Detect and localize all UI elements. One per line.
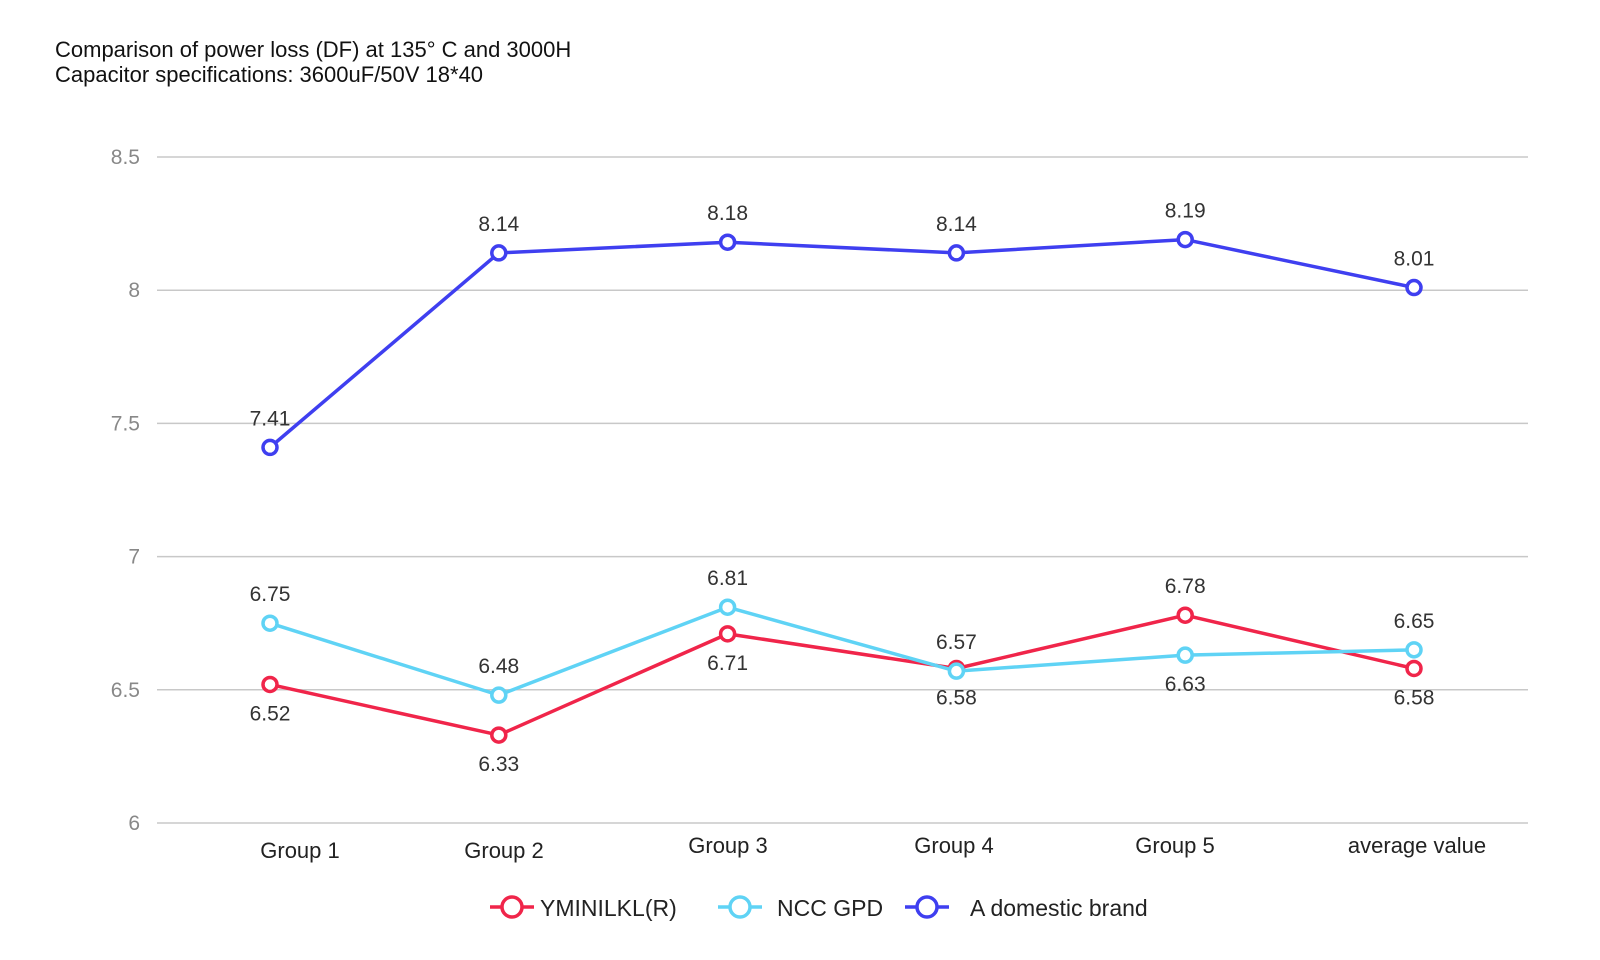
data-label: 6.33 (478, 753, 519, 776)
data-point (261, 675, 279, 694)
series-line (268, 237, 1415, 449)
data-label: 7.41 (250, 407, 291, 430)
data-label: 8.14 (936, 213, 977, 236)
y-tick-label: 6 (128, 812, 140, 835)
x-tick-label: Group 5 (1135, 833, 1215, 858)
data-label: 8.18 (707, 202, 748, 225)
data-labels: 6.52 6.33 6.71 6.58 6.78 6.58 6.75 6.48 6.81 6.57… (250, 200, 1435, 777)
data-label: 6.58 (1394, 686, 1435, 709)
x-tick-label: average value (1348, 833, 1486, 858)
x-tick-label: Group 3 (688, 833, 768, 858)
data-label: 6.75 (250, 583, 291, 606)
legend-marker-icon (500, 895, 524, 919)
legend-label: NCC GPD (777, 895, 883, 921)
legend-marker-icon (728, 895, 752, 919)
x-tick-label: Group 1 (260, 838, 340, 863)
data-label: 6.78 (1165, 575, 1206, 598)
data-label: 6.48 (478, 655, 519, 678)
chart-subtitle: Capacitor specifications: 3600uF/50V 18*… (55, 62, 484, 87)
x-axis: Group 1 Group 2 Group 3 Group 4 Group 5 avera… (260, 833, 1486, 863)
data-point (490, 726, 508, 744)
legend-label: A domestic brand (970, 895, 1148, 921)
x-tick-label: Group 2 (464, 838, 544, 863)
legend: YMINILKL(R) NCC GPD A domestic brand (490, 895, 1148, 921)
data-point (261, 438, 279, 457)
series-line (269, 605, 1415, 697)
data-point (261, 614, 279, 632)
data-label: 6.52 (250, 702, 291, 725)
data-point (718, 598, 737, 616)
series-group (261, 230, 1423, 744)
data-label: 6.58 (936, 686, 977, 709)
y-tick-label: 8.5 (111, 146, 140, 169)
data-label: 6.81 (707, 567, 748, 590)
data-label: 6.57 (936, 631, 977, 654)
x-tick-label: Group 4 (914, 833, 994, 858)
data-point (947, 244, 966, 262)
data-label: 6.63 (1165, 673, 1206, 696)
legend-marker-icon (915, 895, 939, 919)
data-point (1176, 606, 1194, 624)
data-point (490, 244, 508, 262)
y-tick-label: 6.5 (111, 679, 140, 702)
data-point (718, 625, 737, 643)
data-point (1405, 278, 1423, 297)
data-point (490, 686, 508, 704)
y-axis: 6 6.5 7 7.5 8 8.5 (111, 146, 140, 835)
chart-title-line-1: Comparison of power loss (DF) at 135° C … (55, 37, 572, 62)
data-point (1405, 659, 1423, 678)
data-point (1176, 646, 1194, 664)
y-tick-label: 8 (128, 279, 140, 302)
data-label: 8.01 (1394, 248, 1435, 271)
chart-title: Comparison of power loss (DF) at 135° C … (55, 37, 571, 87)
data-point (947, 662, 966, 680)
data-point (1176, 230, 1194, 249)
legend-label: YMINILKL(R) (540, 895, 677, 921)
data-label: 6.65 (1394, 610, 1435, 633)
data-point (718, 233, 737, 251)
data-point (1405, 641, 1423, 659)
data-label: 8.14 (478, 213, 519, 236)
y-tick-label: 7.5 (111, 412, 140, 435)
data-label: 6.71 (707, 652, 748, 675)
series-line (269, 613, 1415, 737)
grid-lines (157, 156, 1528, 824)
data-label: 8.19 (1165, 200, 1206, 223)
y-tick-label: 7 (128, 546, 140, 569)
